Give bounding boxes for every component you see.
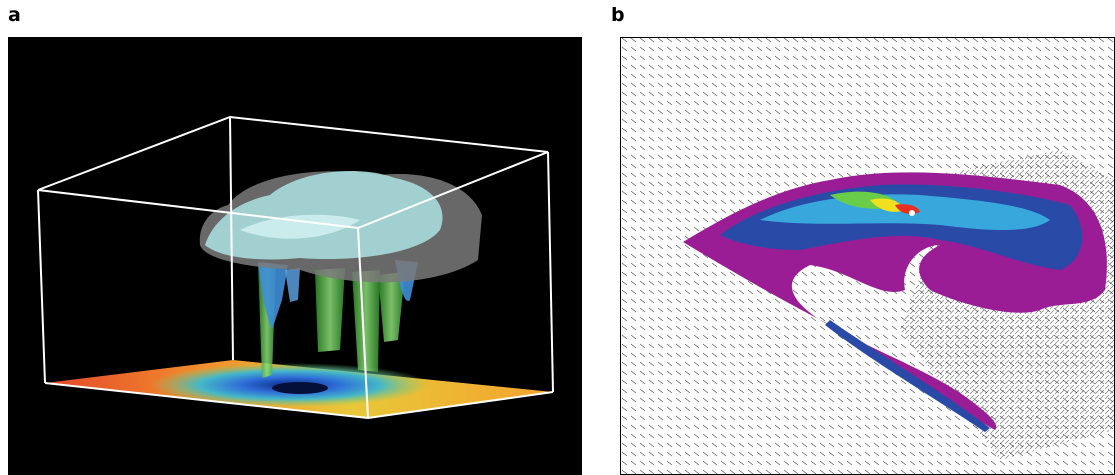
panel-label: a [8,4,21,26]
panel-b-image [621,38,1115,475]
panel-a-image [8,37,582,475]
figure: a b [0,0,1115,475]
panel-label: b [611,4,625,26]
